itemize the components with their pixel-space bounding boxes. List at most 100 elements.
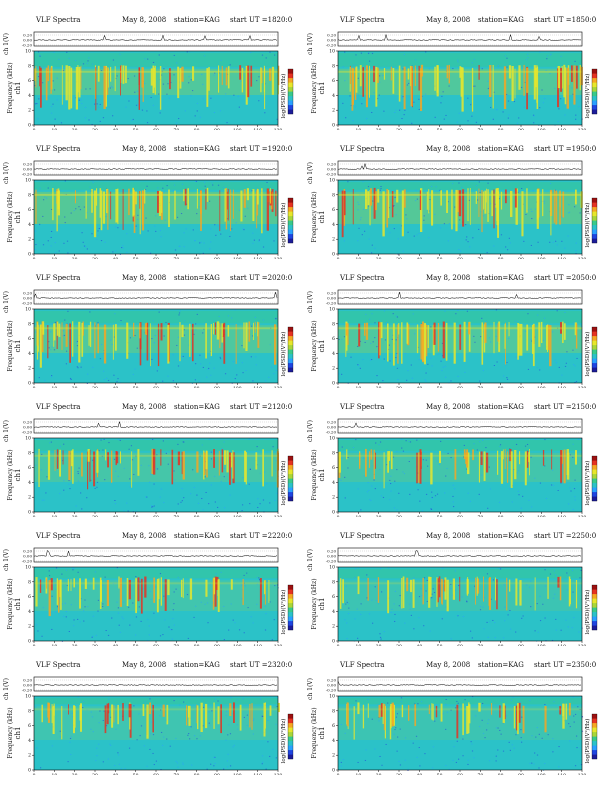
noise-speck — [56, 606, 59, 608]
emission-burst — [88, 325, 90, 346]
noise-speck — [396, 450, 398, 452]
noise-speck — [379, 75, 381, 77]
emission-burst — [35, 65, 37, 88]
x-tick-label: 30 — [396, 386, 402, 388]
y-axis-label: Frequency (kHz) — [7, 62, 14, 113]
emission-burst — [221, 323, 224, 343]
x-tick-label: 10 — [355, 515, 361, 517]
noise-speck — [100, 240, 103, 242]
noise-speck — [555, 362, 558, 364]
noise-speck — [48, 570, 50, 572]
noise-speck — [450, 380, 452, 382]
emission-burst — [42, 321, 45, 335]
noise-speck — [574, 499, 576, 501]
noise-speck — [253, 718, 255, 720]
emission-burst — [56, 191, 58, 232]
noise-speck — [180, 501, 182, 503]
noise-speck — [485, 320, 487, 322]
colorbar-swatch — [288, 96, 293, 101]
noise-speck — [209, 248, 211, 250]
noise-speck — [162, 83, 165, 85]
emission-burst — [115, 451, 117, 466]
emission-burst — [119, 577, 122, 607]
noise-speck — [504, 620, 506, 622]
noise-speck — [258, 577, 260, 579]
noise-speck — [186, 51, 188, 53]
noise-speck — [69, 488, 71, 490]
noise-speck — [431, 496, 433, 498]
emission-burst — [73, 578, 75, 588]
emission-burst — [120, 451, 121, 464]
y-tick-label: 6 — [28, 594, 31, 600]
noise-speck — [359, 194, 361, 196]
x-tick-label: 90 — [518, 644, 524, 646]
noise-speck — [434, 213, 436, 215]
noise-speck — [388, 207, 391, 209]
noise-speck — [473, 443, 475, 445]
spectrogram-background — [34, 180, 278, 254]
noise-speck — [37, 51, 40, 53]
noise-speck — [65, 616, 67, 618]
noise-speck — [543, 202, 546, 204]
noise-speck — [412, 313, 414, 315]
noise-speck — [129, 478, 131, 480]
x-tick-label: 0 — [337, 644, 340, 646]
noise-speck — [445, 728, 447, 730]
noise-speck — [196, 313, 198, 315]
noise-speck — [452, 594, 454, 596]
emission-burst — [61, 65, 63, 105]
noise-speck — [350, 356, 352, 358]
noise-speck — [95, 634, 97, 636]
noise-speck — [158, 311, 160, 313]
emission-burst — [553, 189, 555, 223]
noise-speck — [96, 481, 99, 483]
emission-burst — [459, 576, 461, 602]
noise-speck — [36, 103, 38, 105]
noise-speck — [178, 245, 180, 247]
emission-burst — [493, 189, 495, 229]
colorbar-swatch — [288, 78, 293, 83]
colorbar-swatch — [288, 220, 293, 226]
emission-burst — [369, 65, 370, 98]
emission-burst — [442, 321, 445, 359]
emission-burst — [505, 189, 507, 204]
noise-speck — [203, 328, 205, 330]
x-tick-label: 60 — [457, 515, 463, 517]
noise-speck — [91, 636, 93, 638]
noise-speck — [252, 622, 254, 624]
noise-speck — [255, 356, 257, 358]
noise-speck — [359, 219, 362, 221]
noise-speck — [210, 458, 213, 460]
noise-speck — [59, 493, 61, 495]
colorbar-label: log(PSD)(V²/Hz) — [584, 74, 591, 119]
noise-speck — [35, 464, 37, 466]
colorbar-swatch — [592, 469, 597, 475]
emission-burst — [383, 452, 385, 489]
noise-speck — [87, 606, 89, 608]
noise-speck — [269, 502, 271, 504]
x-tick-label: 120 — [274, 773, 283, 775]
noise-speck — [83, 620, 85, 622]
noise-speck — [526, 584, 528, 586]
x-tick-label: 80 — [498, 257, 504, 259]
high-frequency-band — [34, 311, 278, 324]
noise-speck — [50, 376, 53, 378]
colorbar-frame — [591, 326, 598, 373]
chart-title: VLF Spectra — [35, 403, 80, 411]
emission-burst — [562, 321, 564, 343]
noise-speck — [507, 100, 510, 102]
noise-speck — [146, 765, 148, 767]
noise-speck — [175, 122, 178, 124]
noise-speck — [232, 361, 235, 363]
noise-speck — [159, 635, 162, 637]
noise-speck — [190, 95, 192, 97]
noise-speck — [469, 500, 471, 502]
emission-burst — [108, 702, 110, 714]
x-tick-label: 10 — [51, 644, 57, 646]
chart-date: May 8, 2008 — [122, 661, 166, 669]
emission-burst — [498, 321, 501, 352]
line-tick-label: -0.20 — [326, 43, 337, 48]
noise-speck — [416, 439, 418, 441]
noise-speck — [153, 342, 155, 344]
noise-speck — [414, 703, 416, 705]
